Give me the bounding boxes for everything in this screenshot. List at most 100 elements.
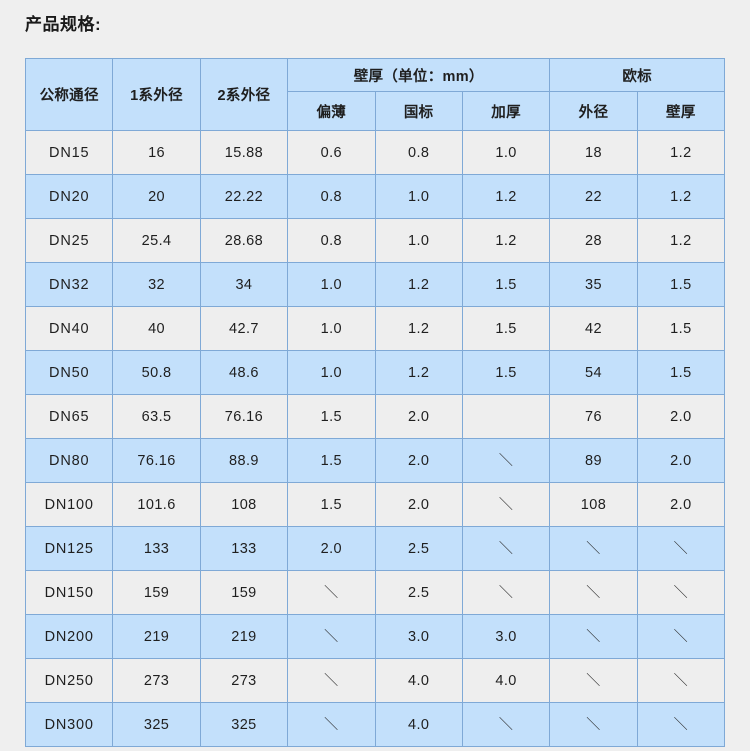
cell-wall-thin: 1.0 [287,350,376,395]
cell-nominal-diameter: DN20 [24,174,114,219]
cell-series2-outer-diameter: 108 [199,482,289,527]
cell-euro-wall-thickness: 1.5 [636,306,726,351]
cell-euro-wall-thickness: 1.2 [636,130,726,175]
empty-value [506,420,507,421]
table-row: DN250 273 273 ＼ 4.0 4.0 ＼ ＼ [24,658,726,703]
column-header-series2-outer-diameter: 2系外径 [199,58,289,131]
cell-wall-thin: 2.0 [287,526,376,571]
cell-wall-thick: ＼ [461,438,551,483]
column-header-wall-thick: 加厚 [461,91,551,131]
cell-series2-outer-diameter: 42.7 [199,306,289,351]
cell-wall-thin: 0.8 [287,218,376,263]
cell-wall-national: 0.8 [374,130,463,175]
cell-series2-outer-diameter: 273 [199,658,289,703]
cell-series2-outer-diameter: 159 [199,570,289,615]
table-row: DN25 25.4 28.68 0.8 1.0 1.2 28 1.2 [24,218,726,263]
cell-wall-thick: 1.2 [461,174,551,219]
cell-series2-outer-diameter: 48.6 [199,350,289,395]
cell-euro-wall-thickness: 1.5 [636,350,726,395]
table-row: DN150 159 159 ＼ 2.5 ＼ ＼ ＼ [24,570,726,615]
cell-euro-outer-diameter: 89 [549,438,638,483]
not-available-mark: ＼ [498,451,514,468]
not-available-mark: ＼ [673,715,689,732]
cell-wall-thin: 0.8 [287,174,376,219]
not-available-mark: ＼ [586,671,601,688]
cell-series2-outer-diameter: 219 [199,614,289,659]
cell-euro-outer-diameter: 28 [549,218,638,263]
cell-wall-thin: 1.5 [287,438,376,483]
cell-wall-thick: ＼ [461,570,551,615]
cell-wall-national: 4.0 [374,658,463,703]
cell-euro-wall-thickness: 1.2 [636,218,726,263]
cell-wall-thick: 3.0 [461,614,551,659]
column-group-header-wall-thickness: 壁厚（单位：mm） [287,58,551,92]
table-row: DN65 63.5 76.16 1.5 2.0 76 2.0 [24,394,726,439]
cell-series1-outer-diameter: 76.16 [112,438,201,483]
cell-series1-outer-diameter: 63.5 [112,394,201,439]
cell-euro-wall-thickness: ＼ [636,658,726,703]
table-row: DN15 16 15.88 0.6 0.8 1.0 18 1.2 [24,130,726,175]
cell-wall-national: 2.5 [374,570,463,615]
table-body: DN15 16 15.88 0.6 0.8 1.0 18 1.2 DN20 20 22.22 0.8 1… [24,130,726,747]
cell-euro-outer-diameter: 54 [549,350,638,395]
cell-nominal-diameter: DN200 [24,614,114,659]
cell-series2-outer-diameter: 133 [199,526,289,571]
cell-euro-wall-thickness: 1.2 [636,174,726,219]
table-row: DN32 32 34 1.0 1.2 1.5 35 1.5 [24,262,726,307]
cell-wall-thick: 1.2 [461,218,551,263]
cell-wall-national: 1.2 [374,262,463,307]
table-row: DN80 76.16 88.9 1.5 2.0 ＼ 89 2.0 [24,438,726,483]
column-header-series1-outer-diameter: 1系外径 [112,58,201,131]
cell-wall-thin: ＼ [287,658,376,703]
cell-euro-outer-diameter: ＼ [549,526,638,571]
page-title: 产品规格: [25,15,102,34]
cell-series2-outer-diameter: 76.16 [199,394,289,439]
cell-euro-outer-diameter: 42 [549,306,638,351]
table-row: DN40 40 42.7 1.0 1.2 1.5 42 1.5 [24,306,726,351]
cell-euro-outer-diameter: ＼ [549,658,638,703]
cell-wall-thick: 1.0 [461,130,551,175]
cell-series2-outer-diameter: 22.22 [199,174,289,219]
cell-nominal-diameter: DN250 [24,658,114,703]
cell-nominal-diameter: DN80 [24,438,114,483]
cell-wall-thin: 0.6 [287,130,376,175]
cell-wall-thin: 1.0 [287,262,376,307]
cell-wall-thick: 1.5 [461,262,551,307]
cell-wall-thin: ＼ [287,614,376,659]
not-available-mark: ＼ [673,539,689,556]
cell-wall-thin: ＼ [287,570,376,615]
cell-euro-outer-diameter: 22 [549,174,638,219]
cell-euro-wall-thickness: ＼ [636,702,726,747]
not-available-mark: ＼ [324,627,339,644]
cell-euro-outer-diameter: ＼ [549,614,638,659]
cell-series2-outer-diameter: 325 [199,702,289,747]
column-header-euro-wall-thickness: 壁厚 [636,91,726,131]
cell-wall-national: 4.0 [374,702,463,747]
cell-series1-outer-diameter: 133 [112,526,201,571]
cell-wall-thick: ＼ [461,482,551,527]
cell-wall-national: 1.2 [374,306,463,351]
cell-series1-outer-diameter: 159 [112,570,201,615]
cell-wall-national: 1.0 [374,218,463,263]
cell-series1-outer-diameter: 219 [112,614,201,659]
cell-wall-thin: 1.5 [287,482,376,527]
table-row: DN20 20 22.22 0.8 1.0 1.2 22 1.2 [24,174,726,219]
cell-wall-thick: ＼ [461,526,551,571]
not-available-mark: ＼ [673,627,689,644]
cell-euro-outer-diameter: ＼ [549,570,638,615]
cell-wall-thick: ＼ [461,702,551,747]
not-available-mark: ＼ [324,583,339,600]
not-available-mark: ＼ [586,627,601,644]
table-row: DN200 219 219 ＼ 3.0 3.0 ＼ ＼ [24,614,726,659]
not-available-mark: ＼ [498,583,514,600]
cell-series1-outer-diameter: 273 [112,658,201,703]
cell-euro-wall-thickness: 2.0 [636,482,726,527]
table-row: DN100 101.6 108 1.5 2.0 ＼ 108 2.0 [24,482,726,527]
cell-nominal-diameter: DN50 [24,350,114,395]
header-sub-row: 偏薄 国标 加厚 外径 壁厚 [26,91,726,131]
cell-wall-national: 2.0 [374,394,463,439]
cell-wall-national: 3.0 [374,614,463,659]
cell-euro-outer-diameter: 76 [549,394,638,439]
cell-nominal-diameter: DN100 [24,482,114,527]
table-row: DN125 133 133 2.0 2.5 ＼ ＼ ＼ [24,526,726,571]
